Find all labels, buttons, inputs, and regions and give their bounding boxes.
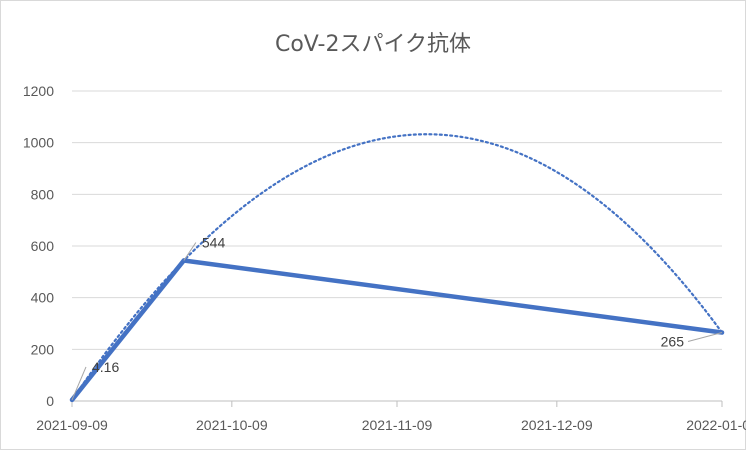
series-line-segment bbox=[69, 258, 187, 403]
data-label-leader bbox=[183, 242, 197, 261]
x-tick-label: 2021-12-09 bbox=[521, 417, 593, 433]
x-tick-label: 2021-11-09 bbox=[362, 417, 433, 433]
y-tick-label: 600 bbox=[31, 238, 55, 254]
x-tick-label: 2021-10-09 bbox=[196, 417, 268, 433]
x-tick-label: 2022-01-09 bbox=[686, 417, 746, 433]
x-tick-label: 2021-09-09 bbox=[36, 417, 108, 433]
data-label: 4.16 bbox=[92, 359, 119, 375]
y-tick-label: 800 bbox=[31, 186, 55, 202]
y-tick-label: 400 bbox=[31, 290, 55, 306]
chart-title: CoV-2スパイク抗体 bbox=[274, 32, 472, 57]
y-tick-label: 0 bbox=[46, 393, 54, 409]
data-label-leader bbox=[71, 366, 87, 401]
trendline-dotted bbox=[70, 133, 724, 402]
y-tick-label: 1200 bbox=[23, 83, 54, 99]
series-line-segment bbox=[181, 258, 725, 335]
y-tick-label: 200 bbox=[31, 341, 55, 357]
y-tick-label: 1000 bbox=[23, 135, 54, 151]
data-label: 265 bbox=[661, 334, 685, 350]
data-label: 544 bbox=[202, 234, 226, 250]
data-label-leader bbox=[687, 332, 723, 343]
